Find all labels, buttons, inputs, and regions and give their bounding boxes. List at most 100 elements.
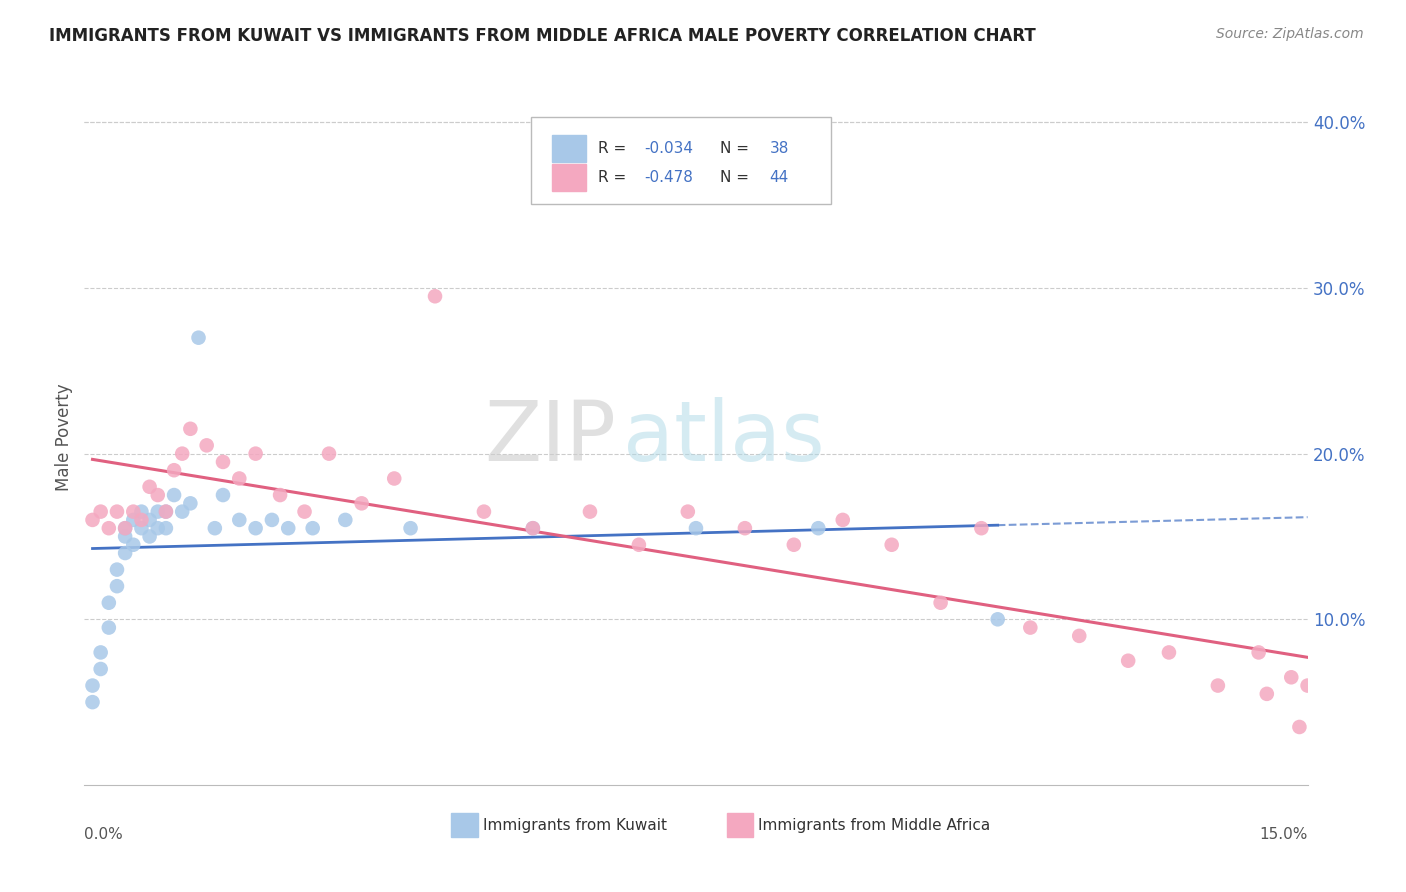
Text: atlas: atlas bbox=[623, 397, 824, 477]
Point bbox=[382, 471, 405, 485]
Point bbox=[277, 521, 299, 535]
Point bbox=[212, 488, 235, 502]
Point bbox=[114, 521, 136, 535]
Point bbox=[131, 513, 153, 527]
Point bbox=[807, 521, 830, 535]
Point bbox=[179, 422, 201, 436]
Point bbox=[204, 521, 226, 535]
Point bbox=[1296, 679, 1319, 693]
Point bbox=[82, 513, 104, 527]
Point bbox=[82, 695, 104, 709]
Point bbox=[172, 447, 194, 461]
Point bbox=[399, 521, 422, 535]
Text: ZIP: ZIP bbox=[485, 397, 616, 477]
Point bbox=[269, 488, 291, 502]
Point bbox=[676, 505, 699, 519]
Point bbox=[294, 505, 316, 519]
Point bbox=[423, 289, 446, 303]
Point bbox=[1157, 645, 1180, 659]
Point bbox=[245, 447, 267, 461]
Point bbox=[335, 513, 357, 527]
Point bbox=[260, 513, 283, 527]
Point bbox=[350, 496, 373, 510]
Text: -0.478: -0.478 bbox=[644, 170, 693, 185]
Point bbox=[318, 447, 340, 461]
Point bbox=[114, 521, 136, 535]
Point bbox=[228, 471, 250, 485]
Point bbox=[172, 505, 194, 519]
Point bbox=[146, 521, 169, 535]
Point bbox=[228, 513, 250, 527]
Point bbox=[195, 438, 218, 452]
Point bbox=[105, 563, 128, 577]
Text: Immigrants from Middle Africa: Immigrants from Middle Africa bbox=[758, 818, 991, 833]
Point bbox=[212, 455, 235, 469]
Point bbox=[685, 521, 707, 535]
Text: Source: ZipAtlas.com: Source: ZipAtlas.com bbox=[1216, 27, 1364, 41]
Point bbox=[90, 505, 112, 519]
Point bbox=[245, 521, 267, 535]
Point bbox=[163, 463, 186, 477]
FancyBboxPatch shape bbox=[531, 117, 831, 204]
Text: N =: N = bbox=[720, 141, 754, 156]
Point bbox=[1069, 629, 1091, 643]
Point bbox=[783, 538, 806, 552]
Point bbox=[472, 505, 495, 519]
Point bbox=[627, 538, 650, 552]
Point bbox=[90, 662, 112, 676]
Point bbox=[122, 538, 145, 552]
Point bbox=[155, 505, 177, 519]
Point bbox=[579, 505, 602, 519]
Point bbox=[146, 505, 169, 519]
Point bbox=[880, 538, 903, 552]
Point bbox=[970, 521, 993, 535]
Point bbox=[97, 596, 120, 610]
Point bbox=[987, 612, 1010, 626]
Y-axis label: Male Poverty: Male Poverty bbox=[55, 384, 73, 491]
Point bbox=[122, 513, 145, 527]
Point bbox=[131, 521, 153, 535]
Point bbox=[522, 521, 544, 535]
Text: R =: R = bbox=[598, 170, 631, 185]
Point bbox=[1206, 679, 1229, 693]
Text: IMMIGRANTS FROM KUWAIT VS IMMIGRANTS FROM MIDDLE AFRICA MALE POVERTY CORRELATION: IMMIGRANTS FROM KUWAIT VS IMMIGRANTS FRO… bbox=[49, 27, 1036, 45]
Point bbox=[97, 621, 120, 635]
Point bbox=[138, 480, 160, 494]
Point bbox=[1256, 687, 1278, 701]
Point bbox=[131, 505, 153, 519]
Point bbox=[301, 521, 323, 535]
Text: 0.0%: 0.0% bbox=[84, 827, 124, 842]
Text: 15.0%: 15.0% bbox=[1260, 827, 1308, 842]
Text: 38: 38 bbox=[769, 141, 789, 156]
Text: -0.034: -0.034 bbox=[644, 141, 693, 156]
Bar bbox=[451, 813, 478, 837]
Point bbox=[105, 579, 128, 593]
Point bbox=[155, 505, 177, 519]
Bar bbox=[727, 813, 754, 837]
Point bbox=[1019, 621, 1042, 635]
Bar bbox=[551, 164, 586, 191]
Point bbox=[831, 513, 853, 527]
Point bbox=[1247, 645, 1270, 659]
Point bbox=[187, 331, 209, 345]
Point bbox=[122, 505, 145, 519]
Point bbox=[163, 488, 186, 502]
Point bbox=[114, 529, 136, 543]
Point bbox=[97, 521, 120, 535]
Point bbox=[155, 521, 177, 535]
Point bbox=[138, 529, 160, 543]
Point bbox=[179, 496, 201, 510]
Text: 44: 44 bbox=[769, 170, 789, 185]
Text: R =: R = bbox=[598, 141, 631, 156]
Point bbox=[105, 505, 128, 519]
Point bbox=[138, 513, 160, 527]
Point bbox=[522, 521, 544, 535]
Point bbox=[90, 645, 112, 659]
Text: Immigrants from Kuwait: Immigrants from Kuwait bbox=[484, 818, 666, 833]
Point bbox=[734, 521, 756, 535]
Point bbox=[146, 488, 169, 502]
Bar bbox=[551, 135, 586, 161]
Point bbox=[1279, 670, 1302, 684]
Point bbox=[1116, 654, 1139, 668]
Point bbox=[929, 596, 952, 610]
